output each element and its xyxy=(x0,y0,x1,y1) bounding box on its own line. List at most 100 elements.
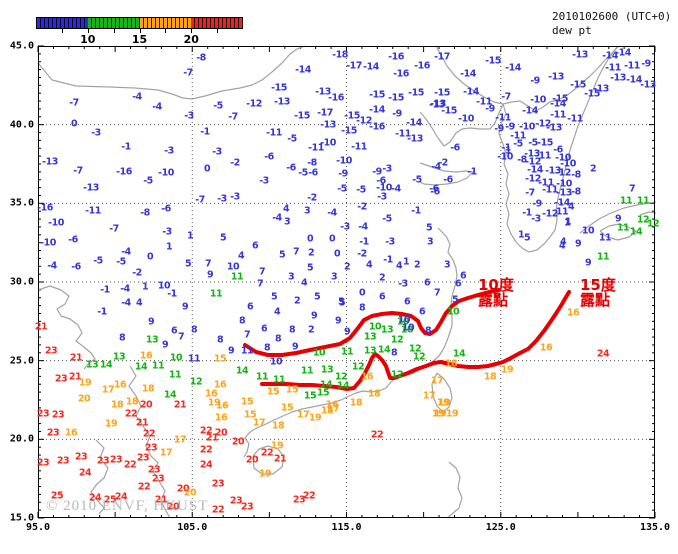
station-dewpoint-value: -6 xyxy=(429,183,439,195)
station-dewpoint-value: 24 xyxy=(114,491,128,503)
station-dewpoint-value: -14 xyxy=(505,62,521,74)
station-dewpoint-value: -2 xyxy=(438,157,448,169)
x-axis-label: 105.0 xyxy=(177,522,208,533)
station-dewpoint-value: 5 xyxy=(306,262,314,274)
station-dewpoint-value: -15 xyxy=(570,79,586,91)
station-dewpoint-value: 20 xyxy=(231,436,245,448)
contour-line-15c xyxy=(260,290,571,391)
station-dewpoint-value: 6 xyxy=(454,278,462,290)
station-dewpoint-value: 12 xyxy=(390,369,404,381)
station-dewpoint-value: -15 xyxy=(344,110,360,122)
station-dewpoint-value: 4 xyxy=(273,306,281,318)
station-dewpoint-value: 11 xyxy=(240,345,254,357)
station-dewpoint-value: -14 xyxy=(626,74,642,86)
station-dewpoint-value: 4 xyxy=(559,236,567,248)
station-dewpoint-value: 24 xyxy=(199,459,213,471)
station-dewpoint-value: -15 xyxy=(441,105,457,117)
station-dewpoint-value: 8 xyxy=(358,302,366,314)
station-dewpoint-value: -2 xyxy=(230,157,240,169)
station-dewpoint-value: 22 xyxy=(370,429,384,441)
station-dewpoint-value: -16 xyxy=(388,51,404,63)
station-dewpoint-value: 24 xyxy=(78,467,92,479)
station-dewpoint-value: 10 xyxy=(226,261,240,273)
station-dewpoint-value: -17 xyxy=(434,51,450,63)
station-dewpoint-value: 8 xyxy=(390,347,398,359)
station-dewpoint-value: 14 xyxy=(629,226,643,238)
station-dewpoint-value: 1 xyxy=(402,256,410,268)
colorbar-tick-label: 15 xyxy=(131,33,148,46)
station-dewpoint-value: -9 xyxy=(485,103,495,115)
station-dewpoint-value: 6 xyxy=(251,240,259,252)
station-dewpoint-value: 13 xyxy=(85,359,99,371)
station-dewpoint-value: -13 xyxy=(83,182,99,194)
station-dewpoint-value: -1 xyxy=(501,142,511,154)
station-dewpoint-value: -7 xyxy=(525,187,535,199)
station-dewpoint-value: 9 xyxy=(310,310,318,322)
station-dewpoint-value: 23 xyxy=(46,427,60,439)
station-dewpoint-value: -11 xyxy=(567,113,583,125)
coastline xyxy=(37,285,96,370)
station-dewpoint-value: 3 xyxy=(287,271,295,283)
station-dewpoint-value: -3 xyxy=(162,226,172,238)
station-dewpoint-value: 2 xyxy=(589,163,597,175)
station-dewpoint-value: -13 xyxy=(546,122,562,134)
station-dewpoint-value: 10 xyxy=(396,316,410,328)
station-dewpoint-value: 21 xyxy=(68,371,82,383)
station-dewpoint-value: 9 xyxy=(181,301,189,313)
station-dewpoint-value: -13 xyxy=(610,72,626,84)
station-dewpoint-value: 5 xyxy=(337,296,345,308)
station-dewpoint-value: 6 xyxy=(403,296,411,308)
station-dewpoint-value: 11 xyxy=(616,222,630,234)
station-dewpoint-value: 7 xyxy=(433,287,441,299)
station-dewpoint-value: 16 xyxy=(360,371,374,383)
station-dewpoint-value: -13 xyxy=(640,79,656,91)
station-dewpoint-value: -4 xyxy=(120,283,130,295)
station-dewpoint-value: -5 xyxy=(337,183,347,195)
colorbar-tick xyxy=(165,29,167,33)
station-dewpoint-value: -14 xyxy=(463,86,479,98)
station-dewpoint-value: -13 xyxy=(593,83,609,95)
station-dewpoint-value: 12 xyxy=(636,214,650,226)
station-dewpoint-value: -13 xyxy=(524,148,540,160)
station-dewpoint-value: -4 xyxy=(121,297,131,309)
station-dewpoint-value: -14 xyxy=(615,47,631,59)
station-dewpoint-value: 19 xyxy=(270,440,284,452)
station-dewpoint-value: 22 xyxy=(199,425,213,437)
station-dewpoint-value: 0 xyxy=(203,163,211,175)
plot-frame xyxy=(38,46,655,518)
station-dewpoint-value: 9 xyxy=(227,345,235,357)
station-dewpoint-value: -1 xyxy=(522,207,532,219)
station-dewpoint-value: -12 xyxy=(535,118,551,130)
station-dewpoint-value: 15 xyxy=(303,390,317,402)
station-dewpoint-value: 5 xyxy=(425,222,433,234)
station-dewpoint-value: -5 xyxy=(298,167,308,179)
station-dewpoint-value: -5 xyxy=(356,184,366,196)
station-dewpoint-value: -4 xyxy=(152,101,162,113)
station-dewpoint-value: 21 xyxy=(173,399,187,411)
station-dewpoint-value: 21 xyxy=(273,453,287,465)
station-dewpoint-value: -6 xyxy=(264,151,274,163)
station-dewpoint-value: 4 xyxy=(567,201,575,213)
station-dewpoint-value: -10 xyxy=(530,94,546,106)
station-dewpoint-value: -1 xyxy=(167,288,177,300)
station-dewpoint-value: -4 xyxy=(272,212,282,224)
station-dewpoint-value: 23 xyxy=(36,457,50,469)
station-dewpoint-value: -13 xyxy=(407,133,423,145)
station-dewpoint-value: 15 xyxy=(280,402,294,414)
station-dewpoint-value: 15 xyxy=(285,384,299,396)
station-dewpoint-value: 12 xyxy=(390,334,404,346)
station-dewpoint-value: 8 xyxy=(216,334,224,346)
station-dewpoint-value: 9 xyxy=(614,213,622,225)
station-dewpoint-value: 15 xyxy=(240,396,254,408)
station-dewpoint-value: 5 xyxy=(313,291,321,303)
station-dewpoint-value: -7 xyxy=(69,97,79,109)
station-dewpoint-value: -8 xyxy=(196,52,206,64)
station-dewpoint-value: 8 xyxy=(238,315,246,327)
station-dewpoint-value: -11 xyxy=(308,142,324,154)
station-dewpoint-value: 14 xyxy=(377,344,391,356)
station-dewpoint-value: 5 xyxy=(278,249,286,261)
station-dewpoint-value: -16 xyxy=(328,92,344,104)
station-dewpoint-value: 11 xyxy=(598,232,612,244)
station-dewpoint-value: 9 xyxy=(584,257,592,269)
station-dewpoint-value: 20 xyxy=(183,487,197,499)
